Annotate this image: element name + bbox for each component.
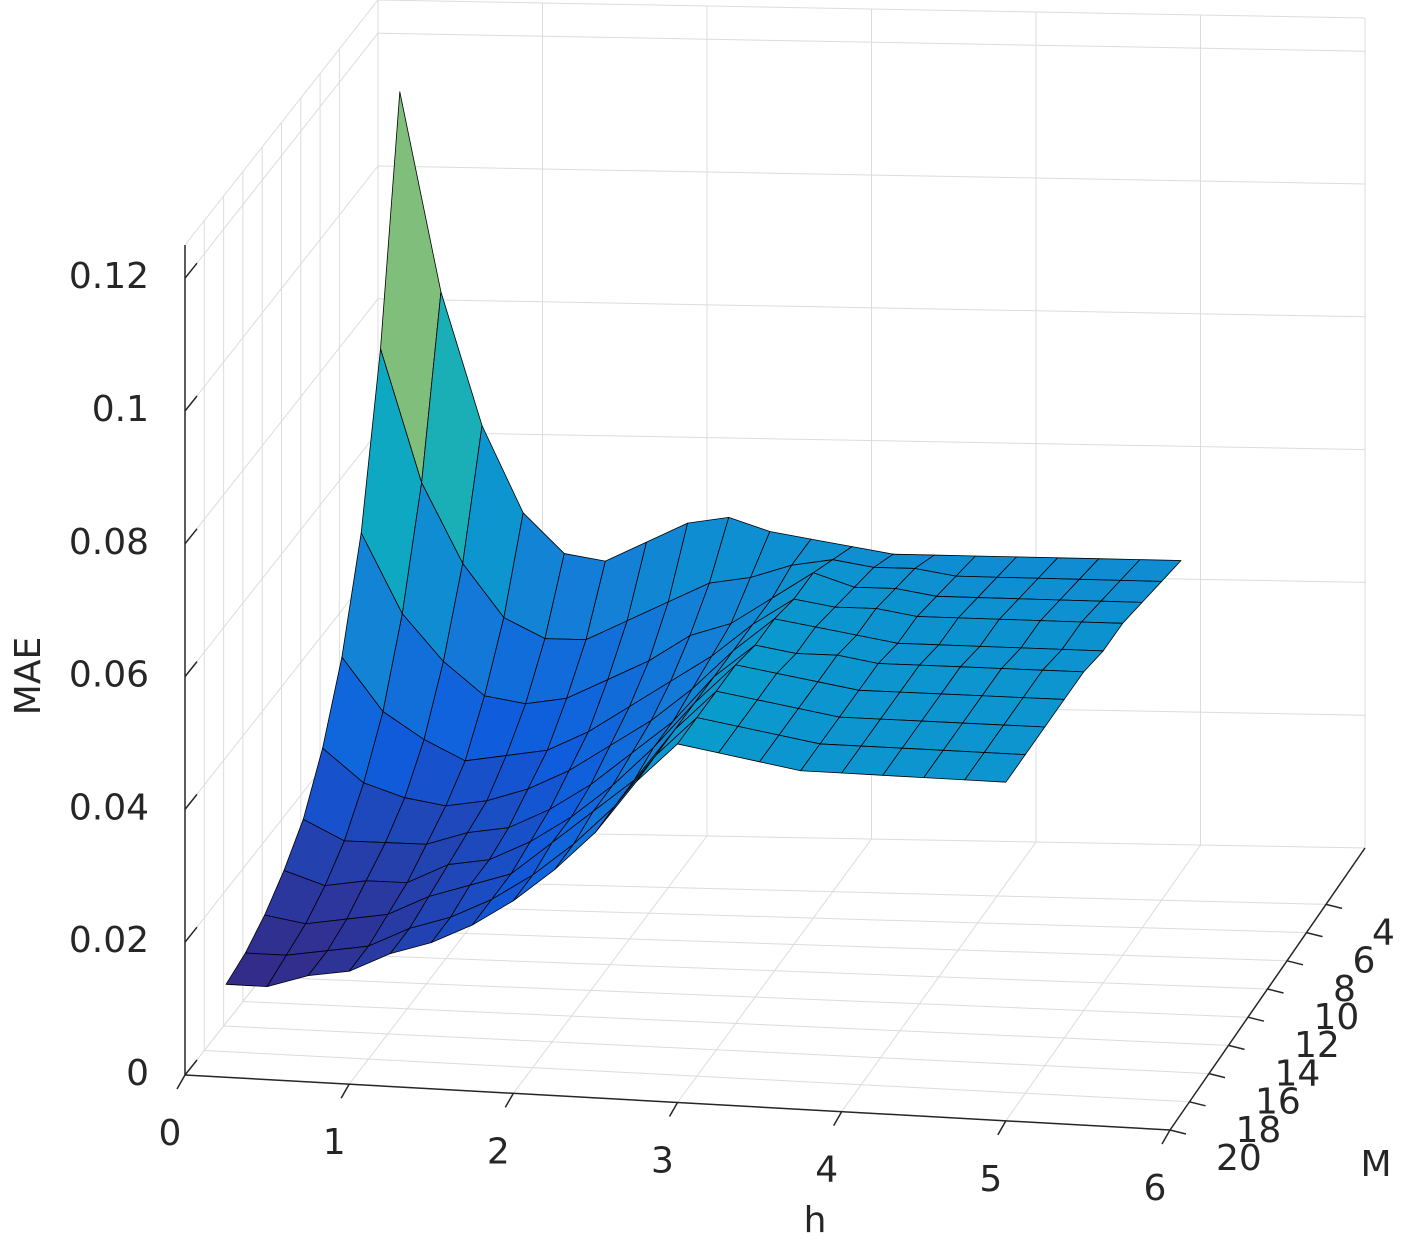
grid-line — [300, 927, 1288, 962]
y-tick — [1228, 1044, 1245, 1051]
grid-line — [377, 32, 1366, 52]
grid — [184, 0, 1366, 1131]
y-tick — [1208, 1072, 1226, 1079]
z-tick-label: 0.12 — [69, 256, 149, 297]
y-tick — [1306, 931, 1323, 938]
y-tick-label: 20 — [1216, 1138, 1262, 1179]
grid-line — [184, 32, 379, 279]
grid-line — [184, 564, 379, 810]
x-tick — [176, 1074, 186, 1090]
z-tick — [184, 262, 198, 279]
grid-line — [184, 165, 379, 412]
grid-line — [184, 431, 379, 677]
y-tick-label: 18 — [1236, 1110, 1282, 1151]
x-tick — [1161, 1129, 1171, 1145]
x-tick — [833, 1111, 843, 1127]
z-tick — [184, 926, 198, 943]
y-tick — [1169, 1129, 1187, 1135]
grid-line — [377, 298, 1366, 318]
axes: 0 1 2 3 4 5 646810121416182000.020.040.060.080… — [69, 245, 1395, 1209]
surface-patch — [964, 752, 1026, 783]
y-tick — [1267, 988, 1284, 994]
x-tick-label: 1 — [323, 1122, 346, 1163]
x-tick-label: 3 — [651, 1141, 674, 1182]
z-tick — [184, 395, 198, 412]
box-edge — [184, 0, 379, 246]
x-tick — [668, 1102, 679, 1117]
y-tick-label: 12 — [1294, 1025, 1340, 1066]
x-tick-label: 2 — [487, 1131, 510, 1172]
y-tick-label: 6 — [1353, 941, 1376, 982]
z-tick-label: 0.1 — [92, 389, 149, 430]
z-tick — [184, 661, 198, 678]
grid-line — [262, 976, 1249, 1018]
grid-line — [281, 952, 1268, 990]
surface — [225, 91, 1182, 988]
y-tick — [1247, 1016, 1265, 1022]
x-tick-label: 0 — [159, 1113, 182, 1154]
x-tick — [997, 1120, 1007, 1136]
z-tick-label: 0.08 — [69, 522, 149, 563]
y-tick-label: 8 — [1333, 969, 1356, 1010]
x-axis-label: h — [804, 1200, 827, 1241]
z-tick-label: 0.06 — [69, 655, 149, 696]
z-tick-label: 0 — [126, 1053, 149, 1094]
x-tick — [340, 1083, 350, 1099]
grid-line — [242, 1001, 1229, 1046]
z-axis-label: MAE — [8, 637, 49, 715]
x-tick-label: 6 — [1144, 1168, 1167, 1209]
y-tick-label: 10 — [1314, 997, 1360, 1038]
y-tick-label: 16 — [1255, 1082, 1301, 1123]
box-edge — [377, 0, 1366, 19]
grid-line — [184, 298, 379, 545]
x-tick-label: 5 — [979, 1159, 1002, 1200]
y-axis-label: M — [1360, 1144, 1391, 1185]
z-tick-label: 0.02 — [69, 920, 149, 961]
y-tick-label: 14 — [1275, 1053, 1321, 1094]
z-tick-label: 0.04 — [69, 787, 149, 828]
x-tick — [504, 1092, 514, 1108]
y-tick-label: 4 — [1372, 912, 1395, 953]
y-tick — [1286, 960, 1304, 966]
z-tick — [184, 793, 198, 810]
y-tick — [1325, 903, 1343, 910]
grid-line — [377, 431, 1366, 451]
grid-line — [204, 1050, 1190, 1103]
grid-line — [377, 165, 1366, 185]
z-tick — [184, 528, 198, 545]
z-tick — [184, 1059, 198, 1076]
x-tick-label: 4 — [815, 1150, 838, 1191]
grid-line — [223, 1025, 1210, 1075]
y-tick — [1189, 1101, 1206, 1107]
